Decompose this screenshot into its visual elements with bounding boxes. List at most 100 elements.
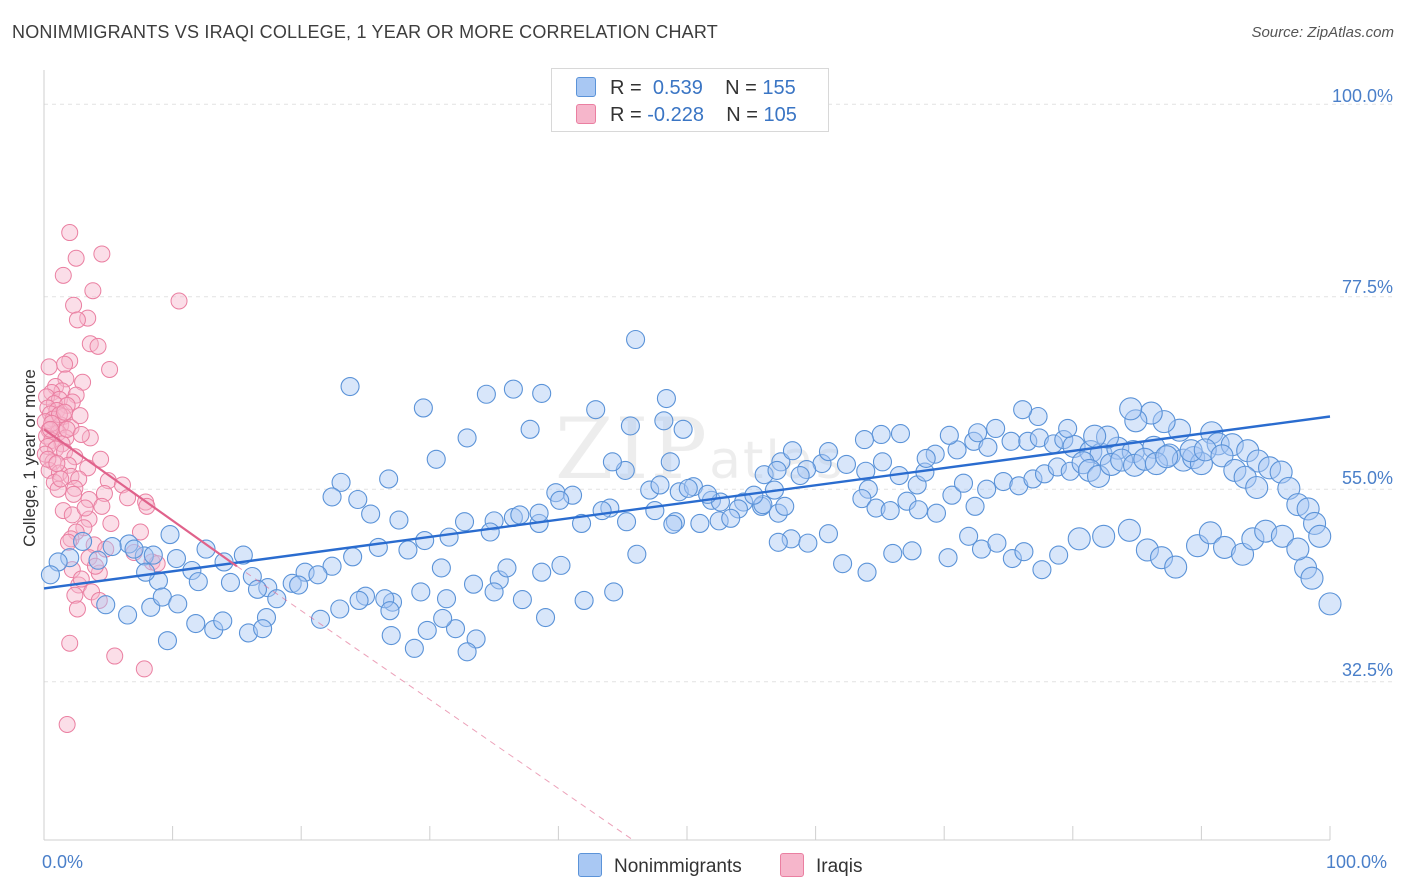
- nonimmigrants-point-42: [872, 452, 893, 472]
- nonimmigrants-point-114: [484, 511, 504, 531]
- iraqis-point-83: [68, 600, 86, 618]
- nonimmigrants-point-186: [157, 631, 178, 651]
- nonimmigrants-point-211: [663, 514, 683, 534]
- iraqis-trend-extension: [236, 565, 634, 841]
- nonimmigrants-point-208: [512, 590, 532, 610]
- nonimmigrants-point-226: [953, 473, 974, 493]
- nonimmigrants-point-190: [404, 638, 424, 658]
- nonimmigrants-point-204: [417, 620, 437, 640]
- legend-n-value: 155: [762, 77, 796, 99]
- nonimmigrants-point-231: [1023, 469, 1043, 489]
- nonimmigrants-point-250: [160, 525, 180, 545]
- nonimmigrants-point-97: [818, 442, 839, 462]
- legend-r-value: 0.539: [652, 77, 703, 99]
- nonimmigrants-point-159: [1135, 538, 1159, 562]
- y-axis-label: College, 1 year or more: [20, 369, 39, 547]
- nonimmigrants-point-135: [88, 550, 108, 570]
- nonimmigrants-point-95: [871, 424, 891, 445]
- legend-n-value: 105: [763, 104, 797, 126]
- nonimmigrants-point-161: [1164, 555, 1188, 579]
- nonimmigrants-point-199: [310, 609, 331, 629]
- nonimmigrants-point-156: [1067, 527, 1091, 551]
- nonimmigrants-point-237: [1086, 464, 1111, 488]
- iraqis-point-103: [59, 533, 77, 551]
- nonimmigrants-point-195: [445, 619, 466, 639]
- nonimmigrants-point-39: [836, 454, 857, 474]
- y-tick-label-77-5: 77.5%: [1341, 277, 1393, 297]
- iraqis-point-66: [75, 519, 93, 537]
- nonimmigrants-point-181: [289, 575, 309, 595]
- nonimmigrants-point-246: [1210, 444, 1234, 468]
- nonimmigrants-point-225: [942, 485, 962, 505]
- nonimmigrants-point-26: [673, 419, 693, 439]
- nonimmigrants-point-160: [1149, 546, 1174, 570]
- nonimmigrants-point-248: [1233, 465, 1257, 489]
- iraqis-point-4: [84, 282, 102, 300]
- nonimmigrants-point-6: [626, 329, 646, 350]
- nonimmigrants-point-235: [1071, 451, 1095, 475]
- nonimmigrants-point-227: [965, 496, 985, 516]
- nonimmigrants-point-2: [476, 384, 496, 404]
- iraqis-point-97: [71, 407, 89, 425]
- iraqis-point-14: [101, 360, 119, 378]
- correlation-legend: R = 0.539 N = 155 R = -0.228 N = 105: [551, 68, 829, 132]
- iraqis-point-13: [40, 358, 58, 376]
- nonimmigrants-point-93: [916, 448, 936, 468]
- nonimmigrants-point-15: [361, 504, 381, 524]
- nonimmigrants-point-127: [214, 552, 234, 572]
- nonimmigrants-point-188: [118, 605, 138, 625]
- bottom-legend-swatch-blue: [578, 853, 602, 877]
- y-tick-label-55: 55.0%: [1341, 468, 1393, 488]
- nonimmigrants-point-149: [959, 526, 979, 546]
- nonimmigrants-point-258: [247, 579, 268, 599]
- iraqis-point-68: [131, 523, 149, 541]
- nonimmigrants-point-46: [925, 444, 945, 464]
- nonimmigrants-point-166: [1241, 527, 1265, 551]
- nonimmigrants-point-91: [968, 423, 988, 443]
- nonimmigrants-point-20: [562, 485, 583, 505]
- nonimmigrants-point-172: [551, 555, 571, 575]
- nonimmigrants-point-155: [1049, 545, 1069, 565]
- nonimmigrants-point-200: [233, 545, 253, 565]
- nonimmigrants-point-126: [242, 566, 262, 587]
- iraqis-point-53: [70, 470, 88, 488]
- nonimmigrants-point-223: [908, 500, 929, 520]
- nonimmigrants-point-210: [627, 544, 647, 564]
- nonimmigrants-point-137: [60, 548, 80, 568]
- iraqis-point-91: [61, 634, 79, 652]
- nonimmigrants-point-99: [790, 465, 810, 486]
- legend-swatch-blue: [576, 77, 596, 97]
- nonimmigrants-point-41: [858, 479, 878, 499]
- iraqis-point-89: [48, 455, 66, 473]
- iraqis-point-0: [61, 224, 79, 242]
- nonimmigrants-point-201: [253, 619, 273, 639]
- nonimmigrants-point-153: [1014, 542, 1034, 562]
- nonimmigrants-point-158: [1117, 518, 1141, 542]
- nonimmigrants-point-84: [1119, 397, 1143, 421]
- nonimmigrants-point-86: [1083, 424, 1107, 448]
- nonimmigrants-point-113: [510, 505, 530, 525]
- nonimmigrants-point-14: [348, 489, 368, 510]
- iraqis-point-87: [72, 425, 90, 443]
- nonimmigrants-point-139: [40, 565, 60, 585]
- nonimmigrants-point-115: [480, 522, 500, 542]
- nonimmigrants-point-221: [880, 501, 900, 521]
- nonimmigrants-point-180: [308, 565, 328, 585]
- nonimmigrants-point-152: [1002, 548, 1022, 569]
- nonimmigrants-point-0: [340, 377, 360, 397]
- nonimmigrants-point-239: [1110, 448, 1134, 472]
- nonimmigrants-point-169: [1286, 537, 1310, 561]
- iraqis-point-99: [76, 499, 94, 517]
- nonimmigrants-point-162: [1185, 534, 1210, 558]
- nonimmigrants-point-243: [1155, 445, 1179, 469]
- iraqis-point-88: [39, 450, 57, 468]
- nonimmigrants-point-11: [379, 469, 399, 489]
- nonimmigrants-point-207: [484, 582, 504, 602]
- iraqis-point-95: [41, 420, 59, 438]
- nonimmigrants-point-151: [987, 533, 1007, 553]
- iraqis-point-57: [66, 479, 84, 497]
- source-label: Source: ZipAtlas.com: [1251, 24, 1394, 41]
- nonimmigrants-point-154: [1032, 560, 1052, 580]
- iraqis-point-85: [43, 414, 61, 432]
- iraqis-point-81: [66, 586, 84, 604]
